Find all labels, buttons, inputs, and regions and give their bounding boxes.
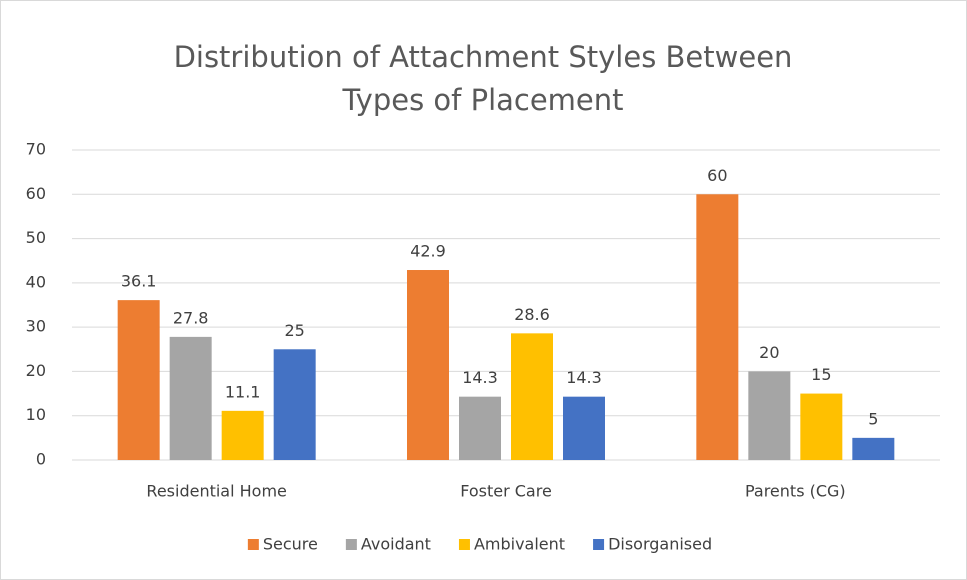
data-label: 60 bbox=[707, 166, 727, 185]
bar bbox=[511, 333, 553, 460]
legend-marker bbox=[345, 539, 357, 550]
data-label: 14.3 bbox=[462, 368, 498, 387]
bar bbox=[852, 437, 895, 460]
x-tick-label: Parents (CG) bbox=[745, 482, 846, 501]
data-label: 11.1 bbox=[225, 382, 261, 401]
chart-title: Distribution of Attachment Styles Betwee… bbox=[173, 40, 793, 117]
bar bbox=[407, 270, 449, 460]
data-label: 28.6 bbox=[514, 305, 550, 324]
data-label: 5 bbox=[868, 409, 878, 428]
data-label: 42.9 bbox=[410, 242, 446, 261]
y-tick-label: 0 bbox=[36, 450, 46, 469]
legend-marker bbox=[247, 539, 259, 550]
data-label: 25 bbox=[284, 321, 304, 340]
y-tick-label: 70 bbox=[26, 140, 46, 159]
legend-label: Ambivalent bbox=[474, 535, 565, 554]
bar bbox=[748, 371, 791, 460]
y-tick-label: 30 bbox=[26, 317, 46, 336]
bar bbox=[459, 396, 501, 460]
y-tick-label: 10 bbox=[26, 405, 46, 424]
bar bbox=[221, 410, 264, 460]
bar bbox=[273, 349, 316, 460]
legend-label: Secure bbox=[263, 535, 318, 554]
y-tick-label: 20 bbox=[26, 361, 46, 380]
data-label: 20 bbox=[759, 343, 779, 362]
data-label: 36.1 bbox=[121, 272, 157, 291]
y-tick-label: 40 bbox=[26, 272, 46, 291]
x-tick-label: Residential Home bbox=[146, 482, 286, 501]
y-tick-label: 50 bbox=[26, 228, 46, 247]
legend-marker bbox=[593, 539, 605, 550]
legend-label: Avoidant bbox=[361, 535, 431, 554]
bar bbox=[169, 336, 212, 460]
data-label: 14.3 bbox=[566, 368, 602, 387]
x-tick-label: Foster Care bbox=[460, 482, 552, 501]
bar bbox=[800, 393, 843, 460]
bar bbox=[117, 300, 160, 460]
data-label: 27.8 bbox=[173, 308, 209, 327]
legend-label: Disorganised bbox=[608, 535, 712, 554]
data-label: 15 bbox=[811, 365, 831, 384]
bar bbox=[696, 194, 739, 461]
y-tick-label: 60 bbox=[26, 184, 46, 203]
bar bbox=[563, 396, 605, 460]
legend-marker bbox=[458, 539, 470, 550]
